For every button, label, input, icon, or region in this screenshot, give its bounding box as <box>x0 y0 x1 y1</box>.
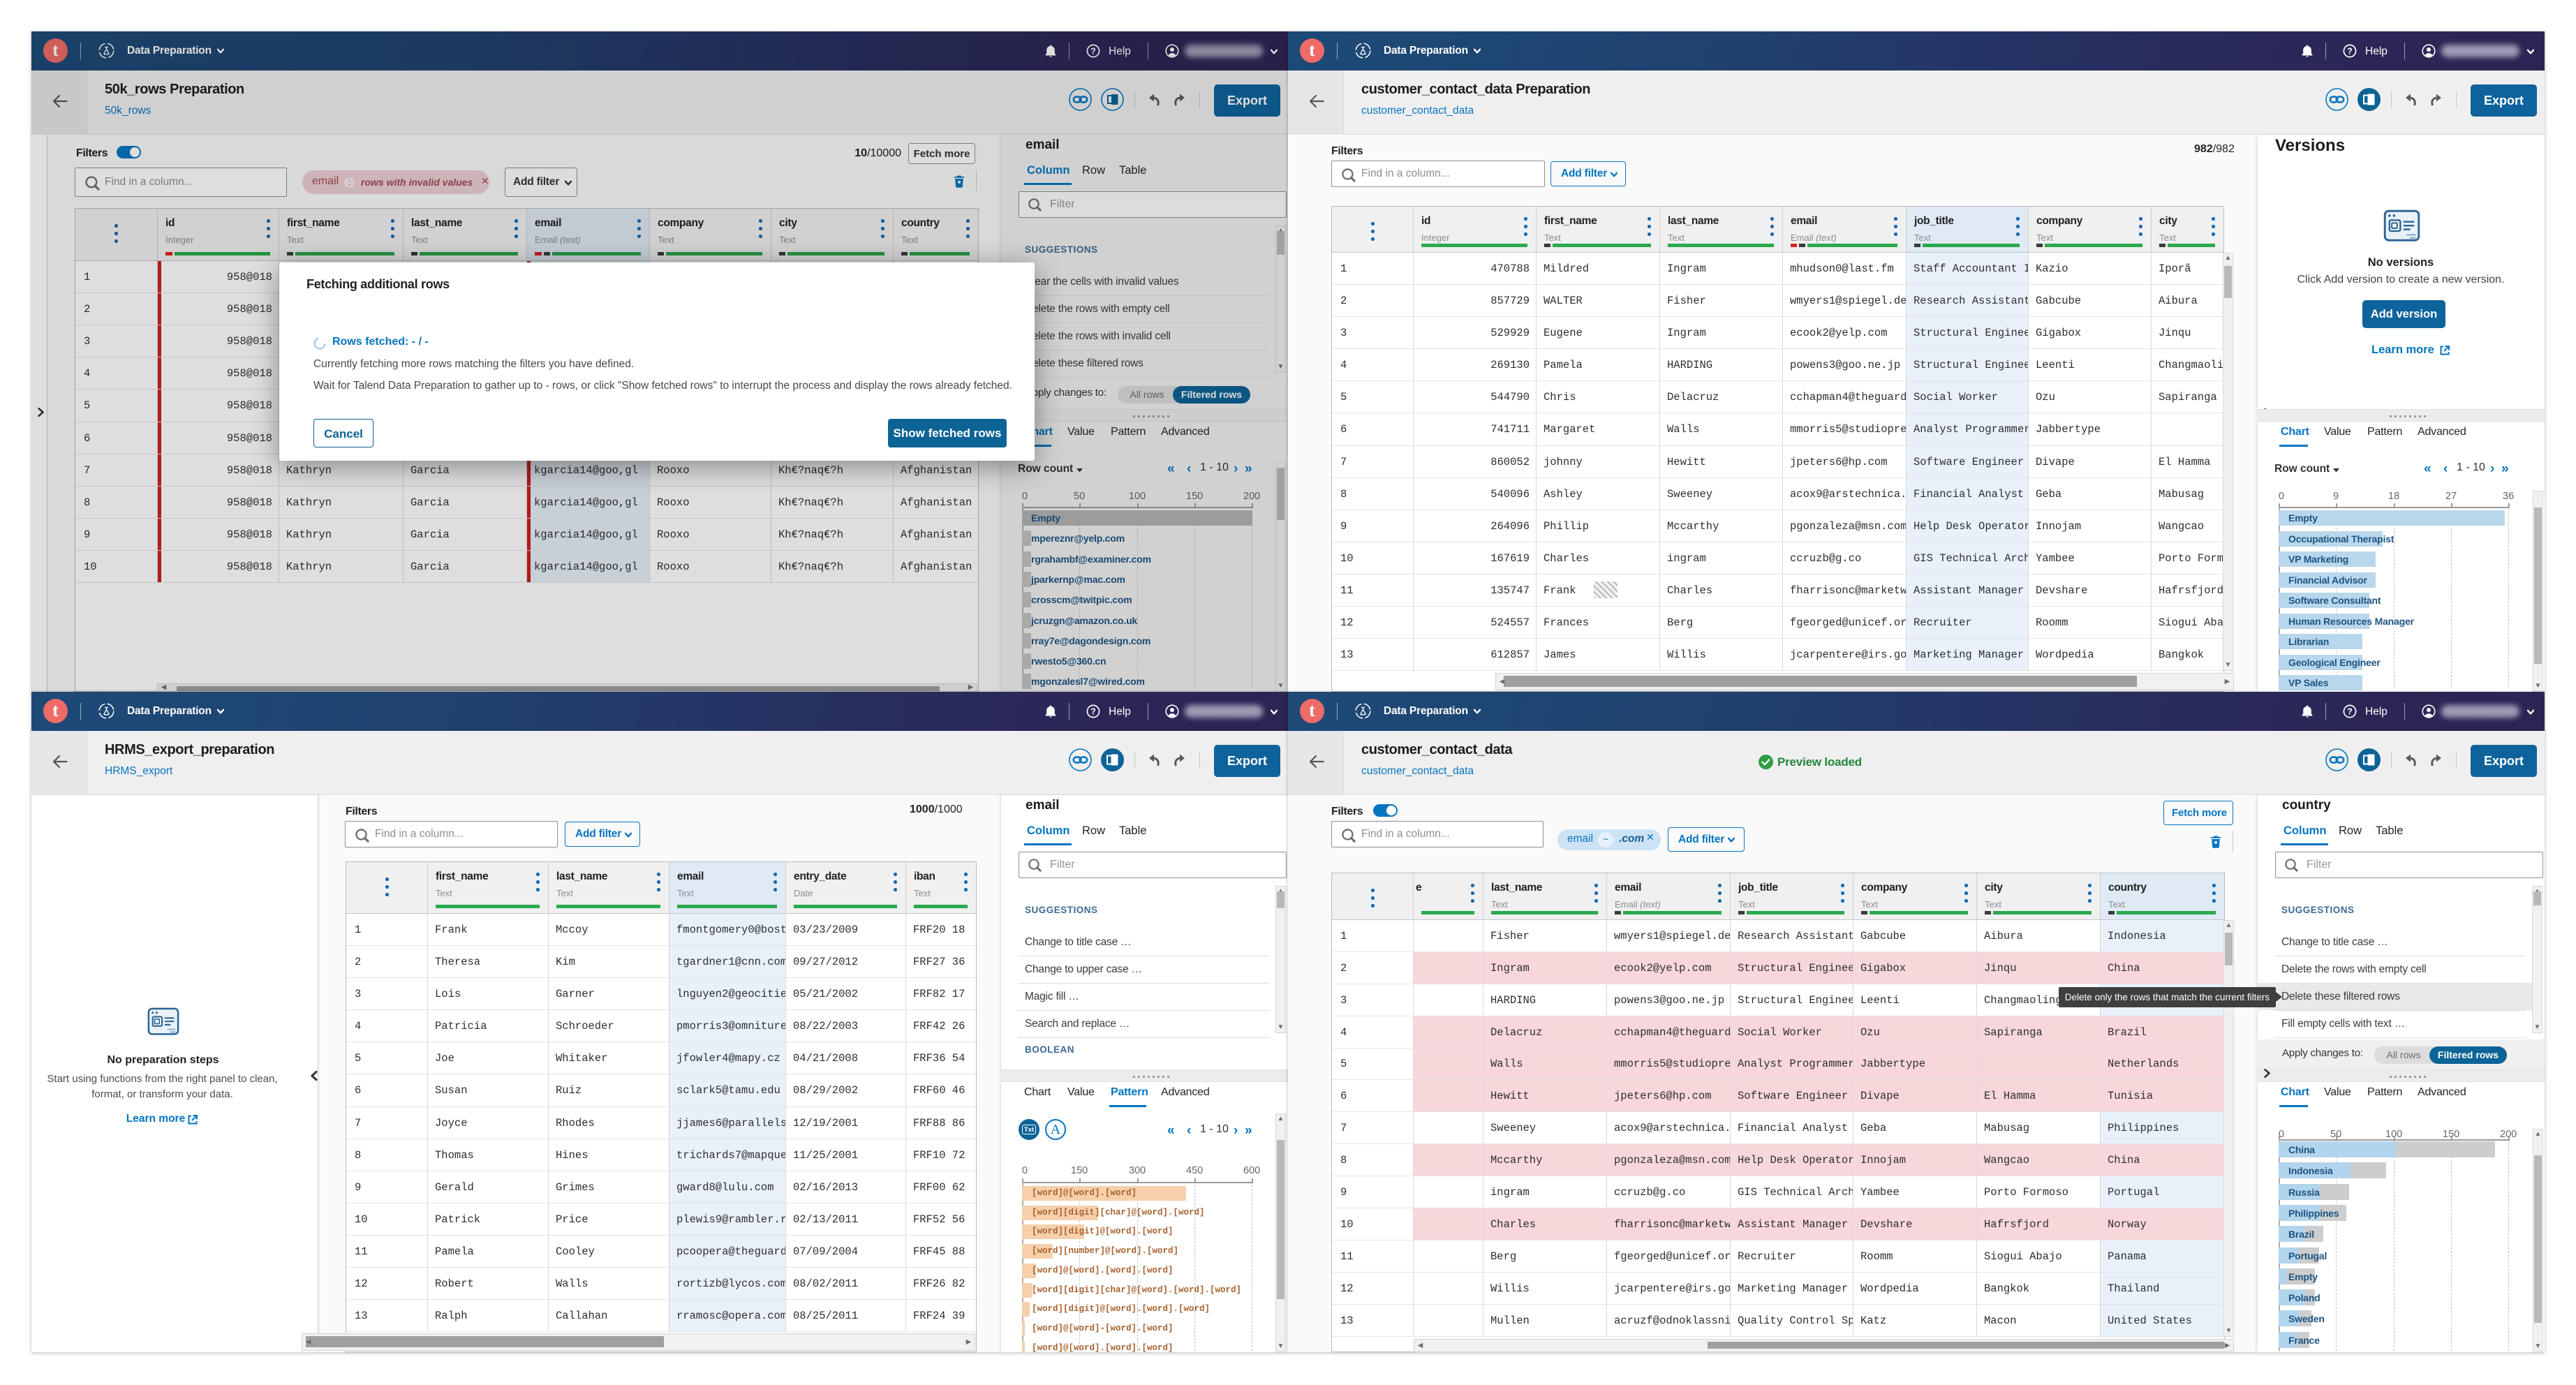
svg-text:?: ? <box>2347 46 2353 56</box>
svg-text:?: ? <box>1090 46 1096 56</box>
svg-text:?: ? <box>2347 706 2353 716</box>
svg-text:?: ? <box>1090 706 1096 716</box>
